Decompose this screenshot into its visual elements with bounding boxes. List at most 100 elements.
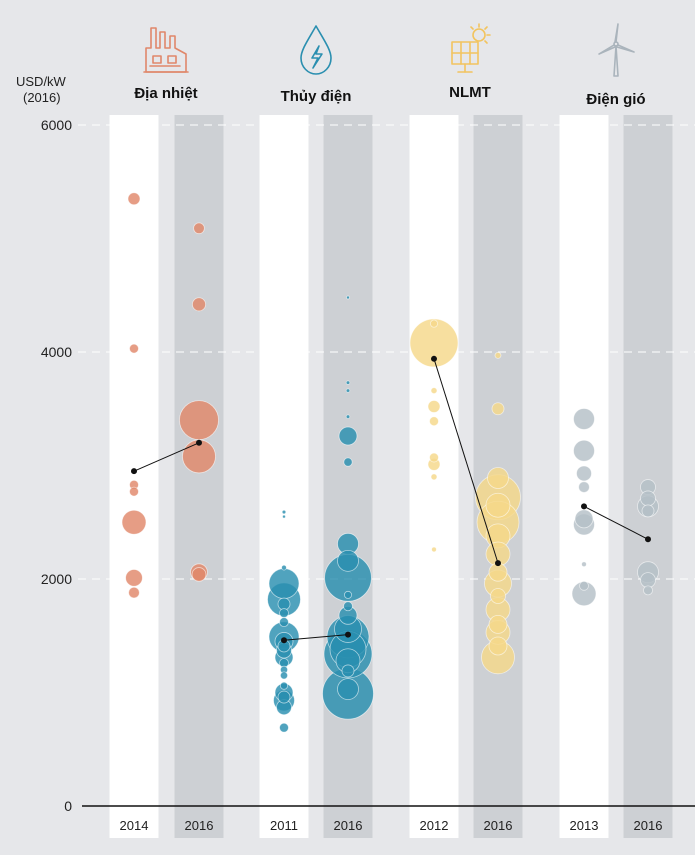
bubble-3-2012-6 (429, 452, 439, 463)
year-label-2014: 2014 (120, 818, 149, 833)
y-tick-6000: 6000 (41, 117, 72, 133)
mean-dot-3-2016 (495, 560, 501, 567)
bubble-2-2011-4 (268, 568, 300, 599)
bubble-1-2016-3 (179, 400, 219, 441)
bubble-2-2011-7 (279, 608, 289, 618)
year-label-2016: 2016 (334, 818, 363, 833)
bubble-3-2016-15 (488, 636, 508, 656)
column-1-2016 (174, 115, 224, 838)
bubble-2-2016-18 (341, 664, 355, 678)
mean-dot-4-2016 (645, 536, 651, 543)
year-label-2016: 2016 (634, 818, 663, 833)
bubble-4-2016-2 (640, 490, 656, 507)
geothermal-plant-icon (143, 27, 189, 73)
bubble-1-2016-1 (193, 222, 205, 235)
mean-line-3 (433, 358, 499, 564)
y-tick-4000: 4000 (41, 344, 72, 360)
bubble-4-2013-7 (581, 561, 587, 568)
bubble-2-2016-11 (343, 601, 353, 612)
year-label-2016: 2016 (185, 818, 214, 833)
bubble-1-2014-2 (129, 343, 139, 354)
year-label-2013: 2013 (570, 818, 599, 833)
mean-dot-2-2016 (345, 631, 351, 638)
mean-dot-1-2016 (196, 439, 202, 446)
category-label-4: Điện gió (586, 91, 645, 108)
year-label-2012: 2012 (420, 818, 449, 833)
bubble-2-2016-8 (337, 549, 359, 572)
year-label-2016: 2016 (484, 818, 513, 833)
bubble-3-2016-1 (494, 352, 502, 359)
y-axis: USD/kW (2016) 0 2000 4000 6000 (16, 74, 695, 814)
bubble-4-2013-1 (573, 408, 595, 430)
bubble-4-2013-8 (579, 580, 589, 591)
bubble-2-2011-22 (279, 722, 289, 733)
bubble-1-2014-4 (129, 486, 139, 497)
bubble-2-2016-3 (345, 388, 351, 393)
category-label-2: Thủy điện (281, 88, 352, 105)
bubble-3-2016-3 (487, 467, 509, 489)
mean-dot-3-2012 (431, 355, 437, 362)
category-icons (143, 23, 635, 77)
column-2-2011 (259, 115, 309, 838)
bubble-3-2012-9 (431, 546, 437, 553)
unit-label-line-2: (2016) (23, 90, 61, 105)
bubble-2-2016-1 (346, 295, 350, 300)
bubble-1-2016-6 (191, 567, 207, 582)
mean-line-4 (583, 505, 649, 540)
bubble-4-2013-4 (578, 481, 590, 493)
unit-label-line-1: USD/kW (16, 74, 67, 89)
year-label-2011: 2011 (270, 818, 298, 833)
bubble-3-2012-2 (409, 318, 459, 368)
bubble-3-2012-4 (427, 400, 441, 413)
mean-dot-4-2013 (581, 503, 587, 510)
solar-panel-icon (451, 23, 491, 73)
bubble-2-2016-6 (343, 457, 353, 467)
bubble-2-2011-17 (279, 681, 288, 690)
bubble-4-2013-2 (573, 439, 595, 462)
bubble-1-2014-5 (121, 509, 147, 535)
y-tick-2000: 2000 (41, 571, 72, 587)
bubble-2-2011-3 (281, 564, 287, 571)
bubble-2-2011-2 (282, 514, 286, 519)
category-label-1: Địa nhiệt (134, 85, 197, 102)
gridlines (78, 124, 695, 580)
column-1-2014 (109, 115, 159, 838)
bubble-4-2013-3 (576, 465, 592, 482)
bubble-2-2016-2 (345, 380, 351, 385)
bubble-2-2016-10 (343, 590, 352, 599)
bubble-3-2016-13 (488, 615, 508, 634)
bubble-4-2016-4 (641, 504, 655, 518)
bubble-3-2012-5 (429, 416, 439, 427)
bubble-2-2011-16 (279, 671, 288, 680)
bubble-3-2016-2 (491, 402, 505, 416)
bubble-1-2014-6 (125, 569, 143, 587)
bubble-3-2016-5 (485, 492, 511, 518)
y-tick-0: 0 (64, 798, 72, 814)
bubble-3-2016-11 (490, 588, 506, 604)
mean-dot-1-2014 (131, 468, 137, 475)
column-4-2016 (623, 115, 673, 838)
mean-line-2 (283, 634, 349, 641)
bubble-2-2011-1 (281, 509, 287, 515)
wind-turbine-icon (598, 23, 635, 77)
bubble-2-2016-19 (337, 678, 359, 700)
mean-lines (131, 355, 651, 644)
category-labels: 2014 2016 2011 2016 2012 2016 2013 2016 Địa nhiệ… (120, 84, 663, 833)
bubble-1-2016-2 (191, 297, 206, 312)
bubble-4-2016-6 (640, 572, 656, 589)
bubble-4-2016-7 (643, 585, 653, 596)
bubble-3-2012-8 (430, 473, 438, 481)
bubble-2-2016-4 (345, 414, 351, 419)
bubble-2-2016-5 (338, 426, 358, 446)
mean-dot-2-2011 (281, 637, 287, 644)
bubble-2-2011-8 (279, 617, 289, 628)
category-label-3: NLMT (449, 84, 491, 101)
bubble-3-2012-1 (429, 319, 438, 328)
bubble-2-2011-19 (277, 690, 291, 704)
mean-line-1 (133, 442, 200, 472)
bubble-3-2012-3 (430, 387, 438, 394)
bubble-4-2013-5 (574, 509, 594, 529)
water-drop-icon (300, 25, 332, 75)
bubble-1-2014-7 (128, 586, 140, 599)
